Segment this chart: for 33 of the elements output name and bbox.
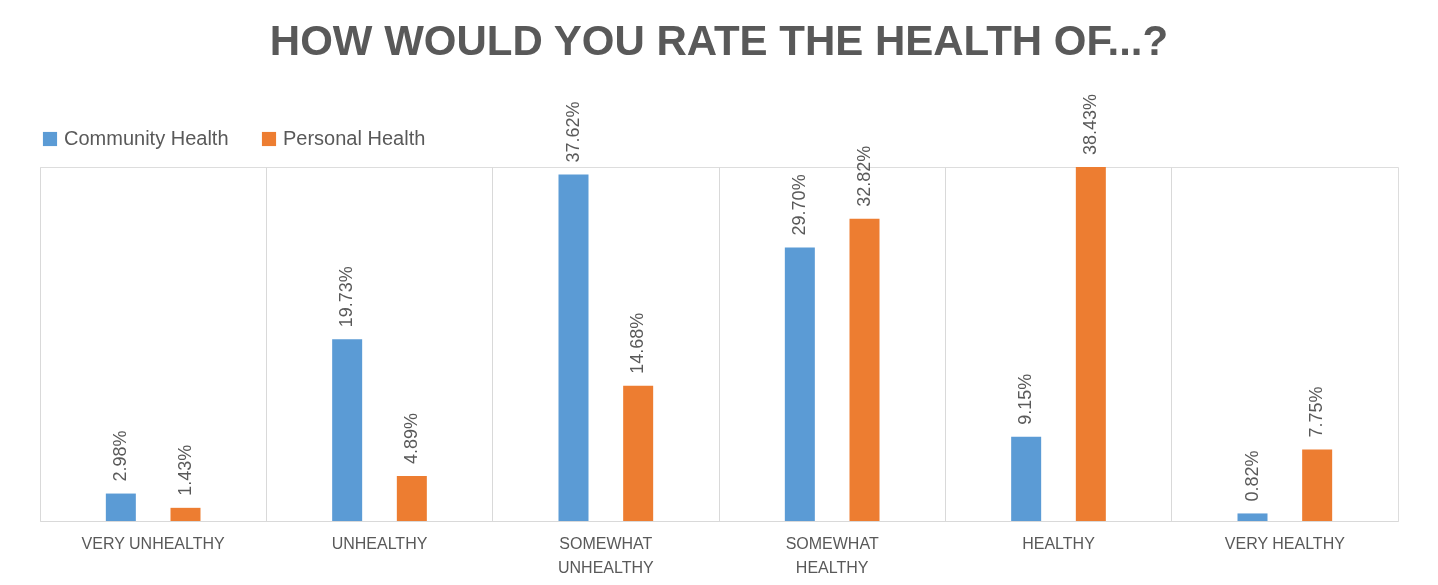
x-tick-label: SOMEWHAT UNHEALTHY xyxy=(557,534,655,576)
data-label: 4.89% xyxy=(400,412,421,464)
bar xyxy=(1011,436,1042,521)
data-label: 38.43% xyxy=(1079,93,1100,155)
data-label: 29.70% xyxy=(788,174,809,236)
bar xyxy=(784,247,815,521)
bar xyxy=(332,339,363,521)
bar xyxy=(396,475,427,521)
data-label: 14.68% xyxy=(627,312,648,374)
bar xyxy=(105,493,136,521)
bar xyxy=(623,385,654,521)
x-tick-label: VERY HEALTHY xyxy=(1224,534,1346,552)
data-label: 9.15% xyxy=(1015,373,1036,425)
x-tick-label: SOMEWHAT HEALTHY xyxy=(785,534,879,576)
data-label: 7.75% xyxy=(1306,386,1327,438)
data-label: 1.43% xyxy=(174,444,195,496)
legend-label: Personal Health xyxy=(283,127,426,149)
legend-label: Community Health xyxy=(64,127,229,149)
x-tick-label: UNHEALTHY xyxy=(331,534,428,552)
bar xyxy=(1237,513,1268,521)
data-label: 0.82% xyxy=(1241,450,1262,502)
x-tick-label: VERY UNHEALTHY xyxy=(81,534,226,552)
data-label: 2.98% xyxy=(109,430,130,482)
data-label: 32.82% xyxy=(853,145,874,207)
data-label: 19.73% xyxy=(336,266,357,328)
bar xyxy=(170,507,201,521)
bar xyxy=(849,218,880,521)
chart-title: HOW WOULD YOU RATE THE HEALTH OF...? xyxy=(269,16,1169,64)
x-tick-label: HEALTHY xyxy=(1022,534,1096,552)
bar xyxy=(1302,449,1333,521)
bar xyxy=(558,174,589,521)
data-label: 37.62% xyxy=(562,101,583,163)
bar xyxy=(1075,167,1106,521)
